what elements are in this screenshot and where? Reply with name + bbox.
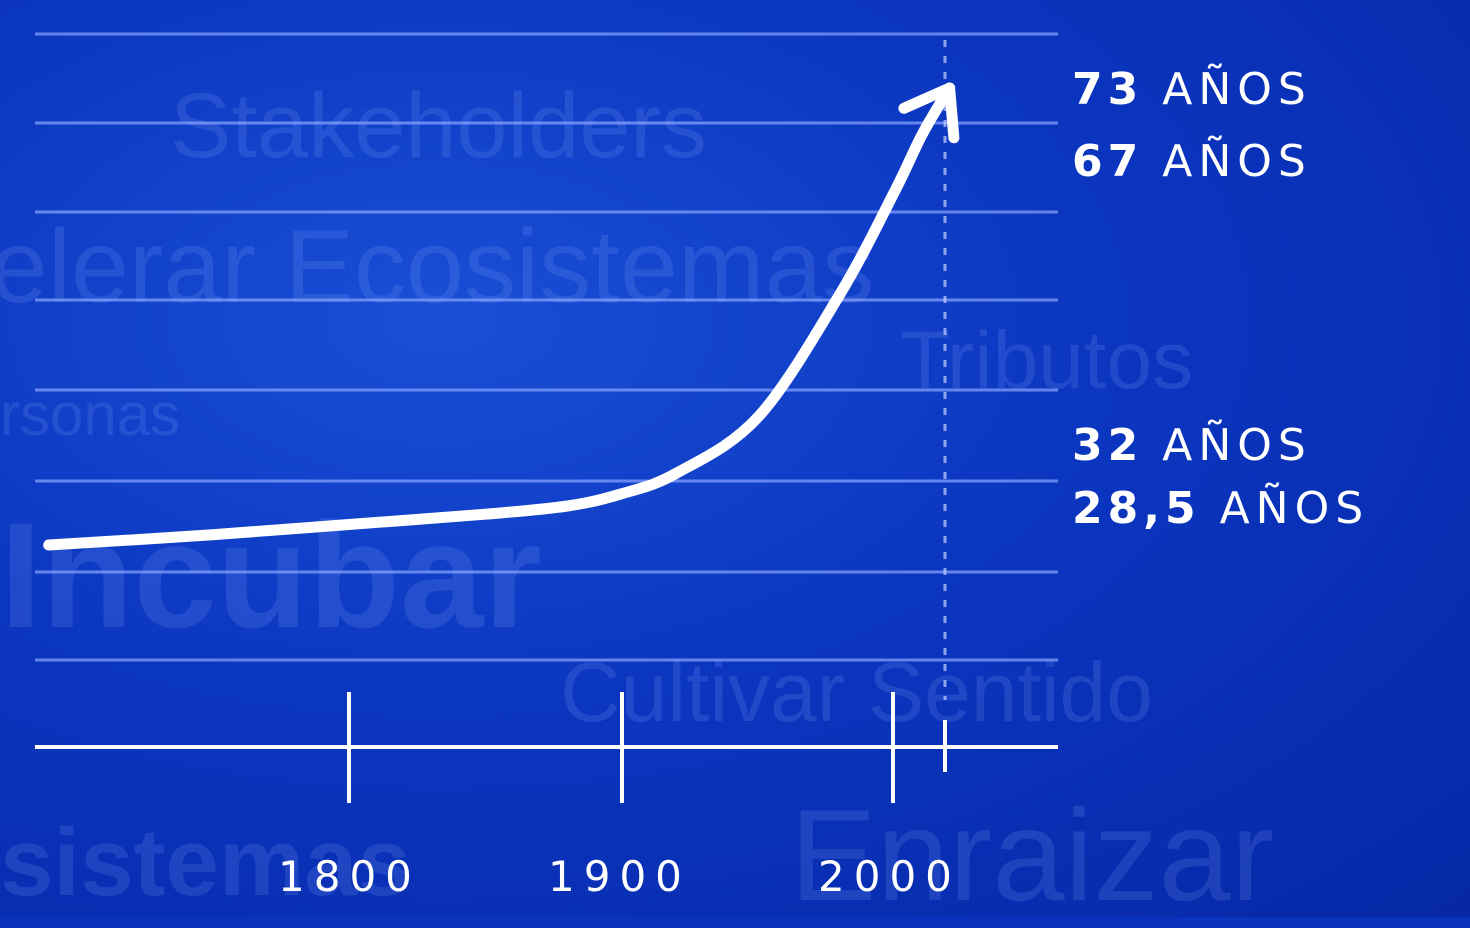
label-unit: AÑOS — [1219, 483, 1370, 534]
x-axis — [35, 692, 1058, 803]
x-tick-label-2000: 2000 — [818, 852, 961, 901]
label-unit: AÑOS — [1162, 136, 1312, 187]
label-value: 28,5 — [1072, 483, 1201, 534]
label-67-anos: 67 AÑOS — [1072, 140, 1312, 184]
x-tick-label-1800: 1800 — [278, 852, 421, 901]
bg-word-enraizar: Enraizar — [790, 782, 1275, 928]
x-tick-label-1900: 1900 — [548, 852, 691, 901]
bg-word-cultivar: Cultivar Sentido — [560, 645, 1153, 739]
bg-word-stakeholders: Stakeholders — [170, 75, 707, 177]
label-value: 32 — [1072, 420, 1144, 471]
label-value: 67 — [1072, 136, 1144, 187]
label-28-5-anos: 28,5 AÑOS — [1072, 487, 1369, 531]
bg-word-tributos: Tributos — [900, 315, 1194, 406]
label-unit: AÑOS — [1162, 420, 1312, 471]
bg-word-personas: rsonas — [0, 381, 181, 448]
gridlines — [35, 32, 1058, 662]
label-32-anos: 32 AÑOS — [1072, 424, 1312, 468]
bg-word-sistemas: sistemas — [0, 809, 411, 916]
bg-word-ecosistemas: elerar Ecosistemas — [0, 209, 875, 325]
series-arrowhead — [898, 82, 960, 144]
label-value: 73 — [1072, 64, 1144, 115]
label-unit: AÑOS — [1162, 64, 1312, 115]
series-line — [43, 82, 956, 551]
label-73-anos: 73 AÑOS — [1072, 68, 1312, 112]
